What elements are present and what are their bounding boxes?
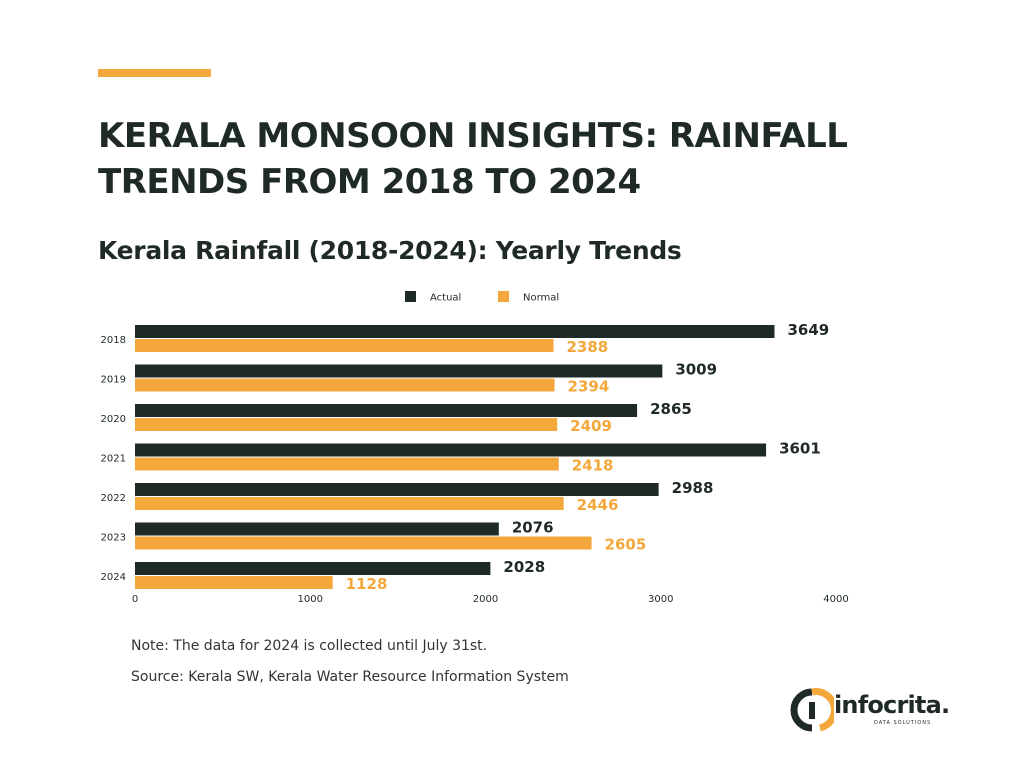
bar-normal-2022 [135,497,564,510]
x-tick-label-0: 0 [132,594,138,605]
legend-label-normal: Normal [523,293,559,304]
logo-mark-icon [790,688,834,732]
x-tick-label-2000: 2000 [473,594,498,605]
infocrita-logo: infocrita. DATA SOLUTIONS [790,688,950,734]
data-label-normal-2020: 2409 [570,417,612,435]
data-label-actual-2018: 3649 [787,321,829,339]
y-tick-label-2022: 2022 [101,493,126,504]
bar-actual-2020 [135,404,638,417]
page-title: KERALA MONSOON INSIGHTS: RAINFALL TRENDS… [98,116,848,202]
legend-label-actual: Actual [430,293,461,304]
y-axis-labels: 2018 2019 2020 2021 2022 2023 2024 [101,335,126,583]
x-axis-labels: 0 1000 2000 3000 4000 [132,594,849,605]
data-label-actual-2019: 3009 [675,361,717,379]
bar-chart: Actual Normal 3649 2388 3009 2394 2865 2409 360… [101,291,849,605]
x-tick-label-4000: 4000 [823,594,848,605]
y-tick-label-2019: 2019 [101,375,126,386]
legend-swatch-actual [405,291,416,302]
bar-actual-2019 [135,364,663,378]
y-tick-label-2020: 2020 [101,414,126,425]
bar-normal-2024 [135,576,333,589]
bar-actual-2023 [135,522,499,536]
y-tick-label-2018: 2018 [101,335,126,346]
y-tick-label-2023: 2023 [101,533,126,544]
y-tick-label-2024: 2024 [101,572,126,583]
chart-legend: Actual Normal [405,291,559,304]
data-label-actual-2024: 2028 [503,558,545,576]
legend-swatch-normal [498,291,509,302]
data-source: Source: Kerala SW, Kerala Water Resource… [131,669,569,685]
data-label-normal-2024: 1128 [346,575,388,593]
data-label-actual-2020: 2865 [650,400,692,418]
bar-actual-2021 [135,443,767,457]
data-label-actual-2021: 3601 [779,440,821,458]
bar-actual-2018 [135,325,775,338]
accent-bar [98,69,211,77]
y-tick-label-2021: 2021 [101,454,126,465]
data-label-normal-2018: 2388 [566,338,608,356]
data-label-actual-2023: 2076 [512,519,554,537]
data-label-normal-2019: 2394 [568,378,610,396]
bar-normal-2021 [135,457,559,471]
bar-actual-2022 [135,483,659,496]
data-label-normal-2023: 2605 [605,536,647,554]
bar-normal-2020 [135,418,558,431]
logo-tagline: DATA SOLUTIONS [874,720,932,726]
data-label-normal-2022: 2446 [577,496,619,514]
bar-normal-2018 [135,339,554,352]
chart-title: Kerala Rainfall (2018-2024): Yearly Tren… [98,236,682,265]
data-label-actual-2022: 2988 [672,479,714,497]
x-tick-label-1000: 1000 [298,594,323,605]
logo-wordmark: infocrita. [834,691,950,719]
chart-bars: 3649 2388 3009 2394 2865 2409 3601 2418 2988 2446… [135,321,829,593]
data-note: Note: The data for 2024 is collected unt… [131,638,488,654]
bar-actual-2024 [135,562,491,575]
bar-normal-2023 [135,536,592,550]
x-tick-label-3000: 3000 [648,594,673,605]
bar-normal-2019 [135,378,555,392]
data-label-normal-2021: 2418 [572,457,614,475]
